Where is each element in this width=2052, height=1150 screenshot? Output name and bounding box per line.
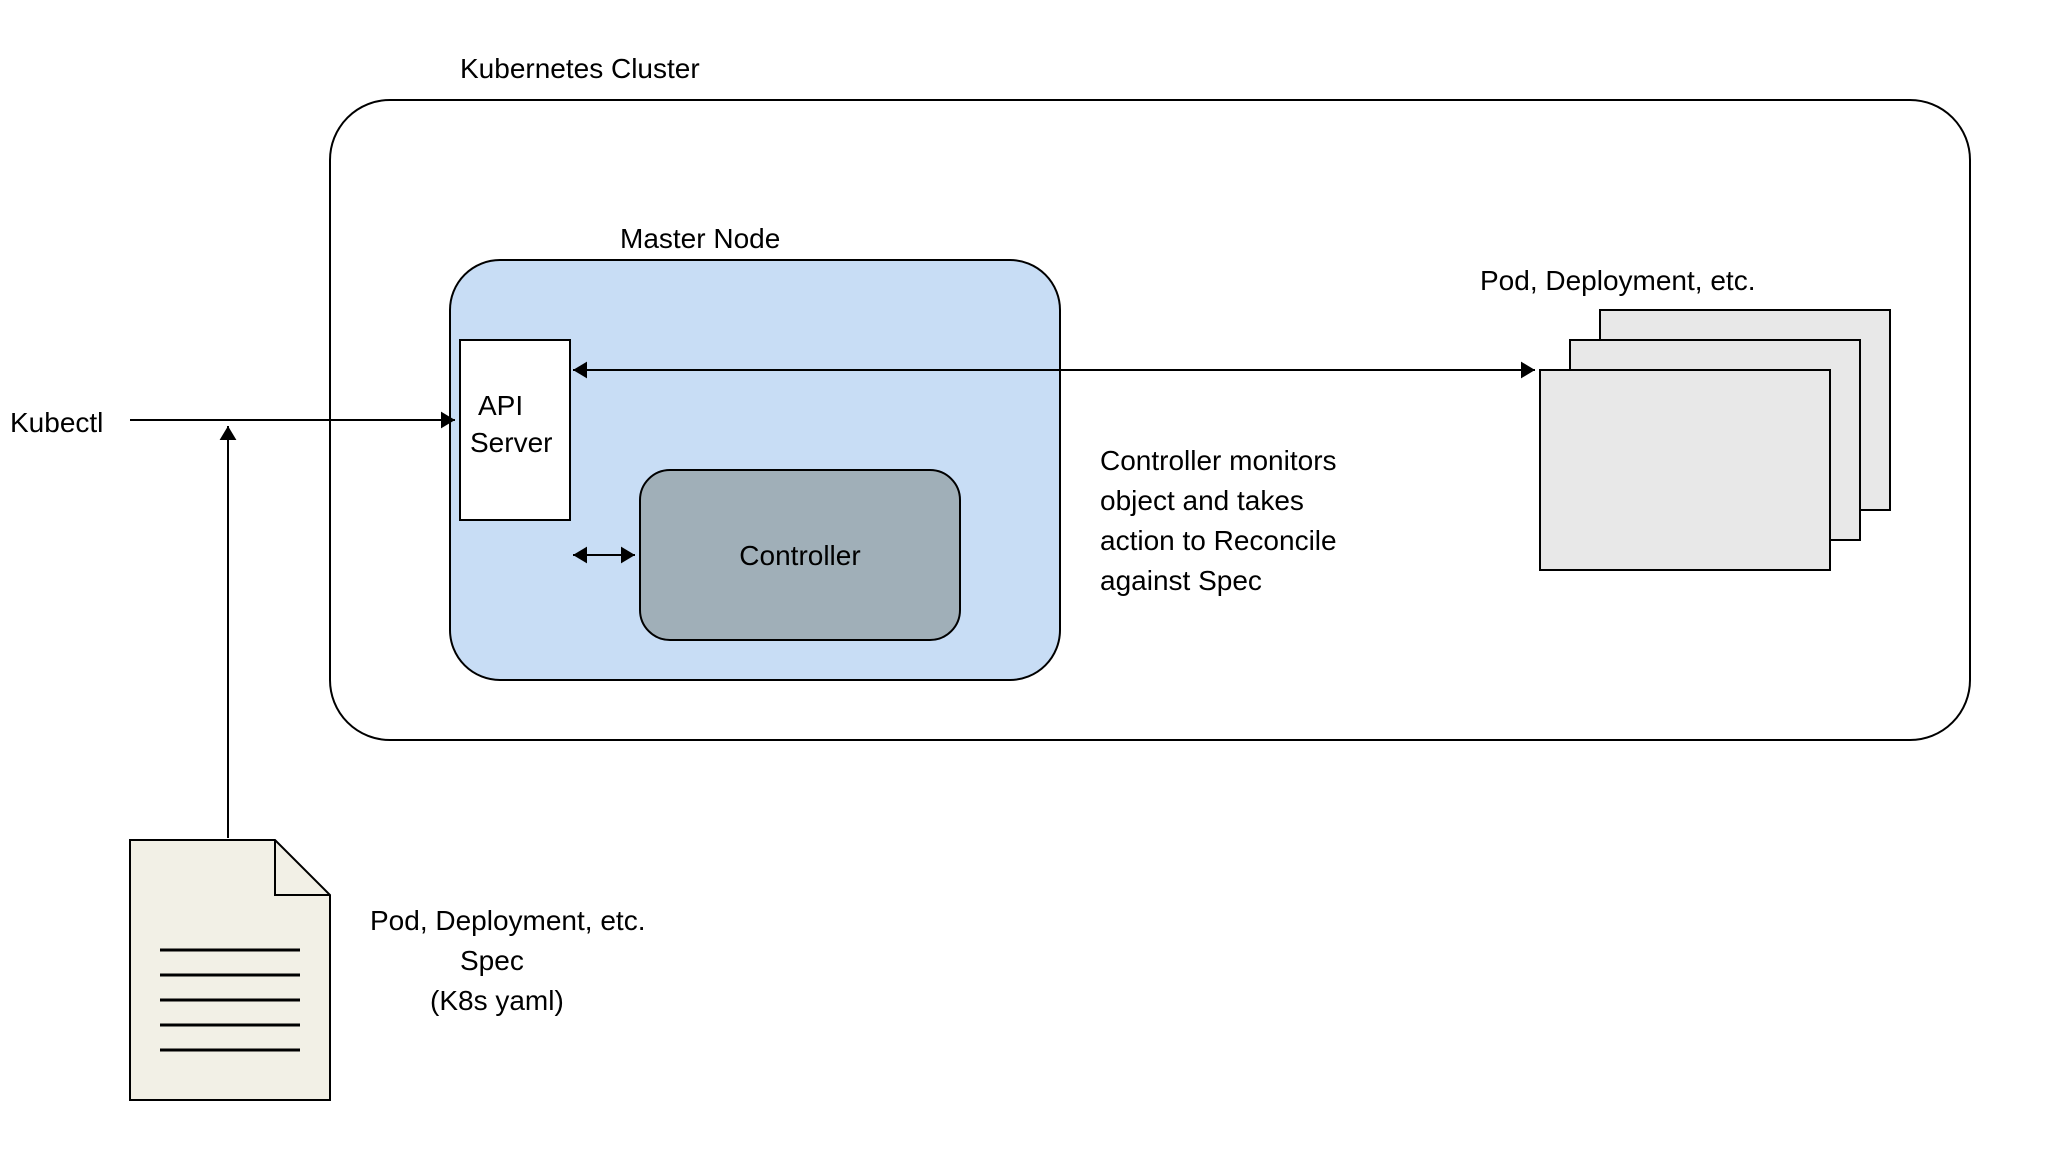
controller-desc-line: action to Reconcile <box>1100 525 1337 556</box>
kubectl-label: Kubectl <box>10 407 103 438</box>
master-node-title: Master Node <box>620 223 780 254</box>
spec-label-line: (K8s yaml) <box>430 985 564 1016</box>
pod-card <box>1540 370 1830 570</box>
pods-title: Pod, Deployment, etc. <box>1480 265 1755 296</box>
spec-label-line: Spec <box>460 945 524 976</box>
spec-document-icon <box>130 840 330 1100</box>
api-server-label-2: Server <box>470 427 552 458</box>
cluster-title: Kubernetes Cluster <box>460 53 700 84</box>
controller-desc-line: Controller monitors <box>1100 445 1337 476</box>
controller-label: Controller <box>739 540 860 571</box>
spec-label-line: Pod, Deployment, etc. <box>370 905 645 936</box>
controller-desc-line: against Spec <box>1100 565 1262 596</box>
controller-desc-line: object and takes <box>1100 485 1304 516</box>
api-server-label-1: API <box>478 390 523 421</box>
